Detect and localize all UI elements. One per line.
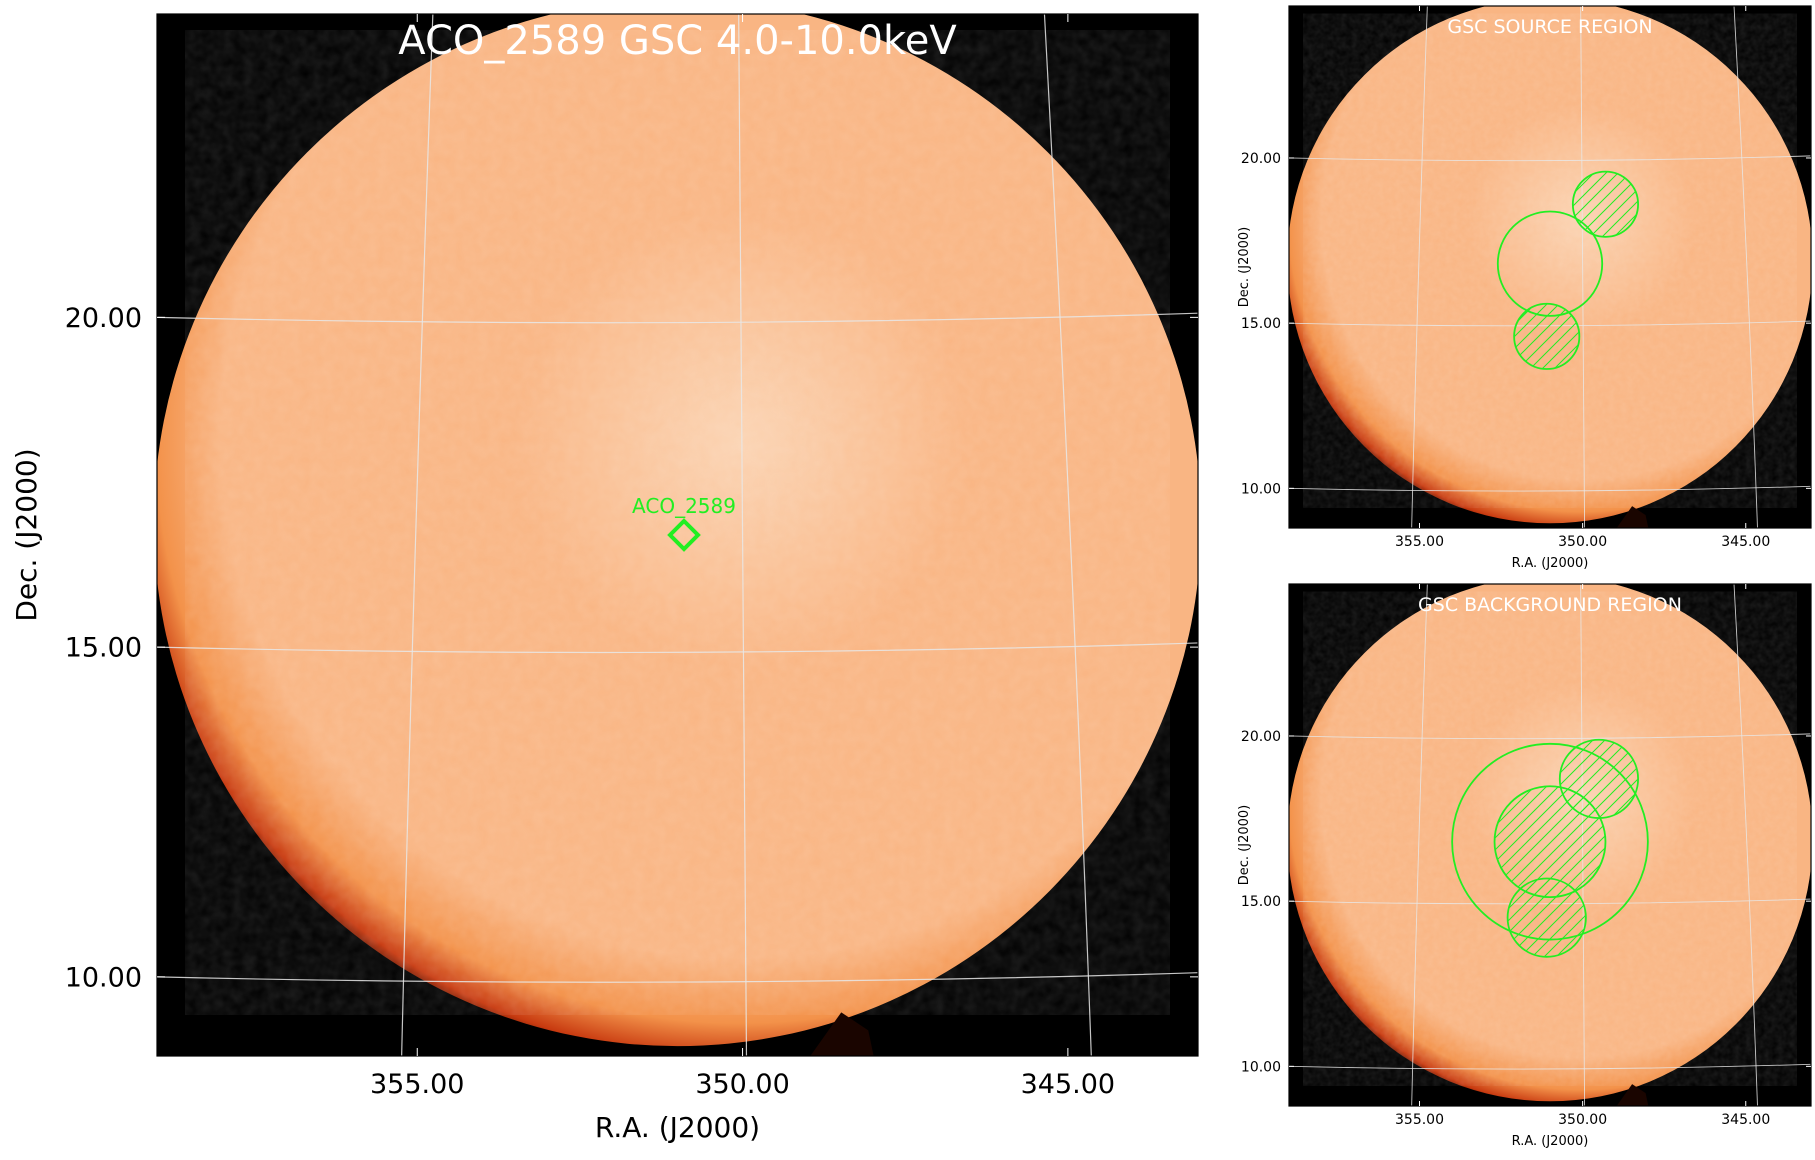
disk-noise [1303, 13, 1797, 508]
main-chart: ACO_2589 355.00 350.00 345.00 10.00 15.00 20.0… [10, 13, 1199, 1144]
background-panel: 355.00 350.00 345.00 10.00 15.00 20.00 R.A. (J… [1215, 578, 1815, 1156]
hatched-region-3 [1506, 877, 1587, 958]
grid-line-dec [1289, 485, 1811, 492]
grid-line-ra [401, 14, 434, 1056]
grid-line-ra [738, 14, 748, 1056]
y-axis-label: Dec. (J2000) [10, 448, 43, 621]
background-region-chart: 355.00 350.00 345.00 10.00 15.00 20.00 R.A. (J… [1237, 583, 1812, 1149]
x-tick-label: 350.00 [1558, 534, 1607, 550]
grid-line-ra [1733, 6, 1758, 528]
y-axis-label: Dec. (J2000) [1237, 227, 1252, 307]
y-tick-label: 15.00 [1241, 894, 1281, 910]
source-region-chart: 355.00 350.00 345.00 10.00 15.00 20.00 R.A. (J… [1237, 5, 1812, 571]
grid-line-dec [157, 312, 1198, 324]
x-tick-label: 345.00 [1021, 1069, 1115, 1100]
grid-line-dec [1289, 733, 1811, 740]
y-tick-label: 10.00 [65, 962, 142, 993]
y-axis-label: Dec. (J2000) [1237, 805, 1252, 885]
x-tick-label: 345.00 [1721, 1112, 1770, 1128]
y-tick-label: 15.00 [65, 633, 142, 664]
source-marker-label: ACO_2589 [632, 494, 736, 518]
x-tick-label: 350.00 [695, 1069, 789, 1100]
y-tick-label: 20.00 [1241, 151, 1281, 167]
grid-line-dec [157, 642, 1198, 654]
hatched-region-2 [1558, 738, 1639, 819]
hatched-region-1 [1571, 170, 1639, 238]
grid-line-ra [1043, 14, 1092, 1056]
hatched-region-2 [1513, 302, 1581, 370]
plot-frame [1288, 583, 1812, 1107]
x-axis-label: R.A. (J2000) [1512, 556, 1589, 571]
chart-title: ACO_2589 GSC 4.0-10.0keV [398, 18, 957, 64]
y-tick-label: 10.00 [1241, 1059, 1281, 1075]
source-panel: 355.00 350.00 345.00 10.00 15.00 20.00 R.A. (J… [1215, 0, 1815, 578]
source-marker-diamond [667, 518, 701, 552]
plot-frame [156, 13, 1199, 1057]
y-tick-label: 10.00 [1241, 481, 1281, 497]
grid-line-ra [1733, 584, 1758, 1106]
x-tick-label: 345.00 [1721, 534, 1770, 550]
x-tick-label: 355.00 [1395, 1112, 1444, 1128]
x-axis-label: R.A. (J2000) [595, 1111, 760, 1144]
grid-line-dec [1289, 155, 1811, 162]
grid-line-ra [1411, 6, 1428, 528]
x-tick-label: 350.00 [1558, 1112, 1607, 1128]
y-tick-label: 20.00 [65, 303, 142, 334]
x-tick-label: 355.00 [1395, 534, 1444, 550]
disk-noise [185, 30, 1170, 1015]
grid-line-ra [1411, 584, 1428, 1106]
y-tick-label: 20.00 [1241, 729, 1281, 745]
x-tick-label: 355.00 [370, 1069, 464, 1100]
plot-frame [1288, 5, 1812, 529]
grid-line-dec [157, 972, 1198, 983]
x-axis-label: R.A. (J2000) [1512, 1134, 1589, 1149]
disk-notch [810, 1012, 874, 1056]
grid-line-dec [1289, 1063, 1811, 1070]
grid-line-ra [1580, 6, 1586, 528]
main-panel: ACO_2589 355.00 350.00 345.00 10.00 15.00 20.0… [10, 13, 1199, 1144]
disk-notch [1616, 1084, 1649, 1106]
chart-title: GSC SOURCE REGION [1447, 16, 1652, 38]
chart-title: GSC BACKGROUND REGION [1418, 594, 1682, 616]
y-tick-label: 15.00 [1241, 316, 1281, 332]
disk-notch [1616, 506, 1649, 528]
